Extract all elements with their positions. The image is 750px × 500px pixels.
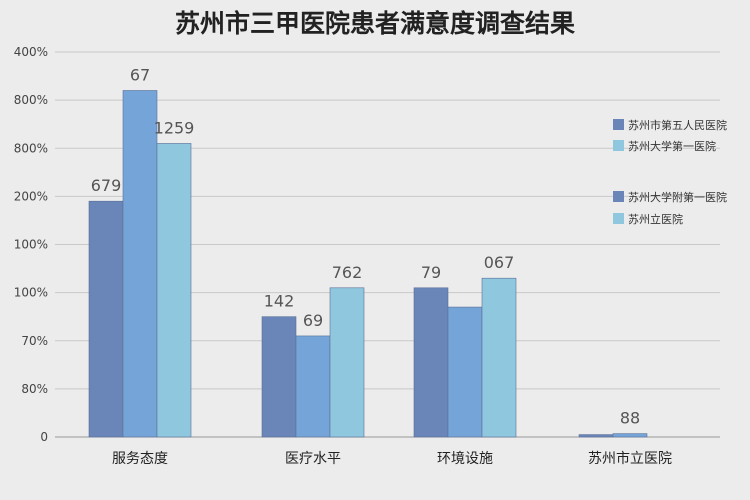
y-tick-label: 800% (14, 141, 48, 155)
y-tick-label: 80% (21, 382, 48, 396)
y-tick-label: 800% (14, 93, 48, 107)
bar (413, 287, 449, 438)
bars (88, 90, 648, 438)
legend-label: 苏州市第五人民医院 (628, 118, 727, 132)
bar (481, 277, 517, 438)
legend-label: 苏州大学附第一医院 (628, 190, 727, 204)
data-label: 1259 (154, 118, 195, 137)
data-label: 88 (620, 409, 640, 428)
legend-swatch (613, 140, 624, 151)
chart-title: 苏州市三甲医院患者满意度调查结果 (175, 9, 575, 38)
bar (578, 434, 614, 438)
data-label: 79 (421, 263, 441, 282)
y-tick-label: 100% (14, 238, 48, 252)
bar (295, 335, 331, 438)
bar (261, 316, 297, 438)
x-axis-categories: 服务态度 医疗水平 环境设施 苏州市立医院 (112, 450, 672, 467)
legend-label: 苏州立医院 (628, 212, 683, 226)
data-label: 69 (303, 311, 323, 330)
data-label: 679 (91, 176, 122, 195)
bar (122, 90, 158, 438)
legend-swatch (613, 213, 624, 224)
bar (447, 306, 483, 438)
legend-swatch (613, 191, 624, 202)
y-tick-label: 100% (14, 286, 48, 300)
bar (612, 433, 648, 438)
x-category-label: 医疗水平 (285, 451, 341, 467)
x-category-label: 苏州市立医院 (588, 450, 672, 467)
data-label: 142 (264, 292, 295, 311)
legend-swatch (613, 119, 624, 130)
y-axis-ticks: 0 80% 70% 100% 100% 200% 800% 800% 400% (14, 45, 48, 444)
y-tick-label: 0 (40, 430, 48, 444)
data-label: 762 (332, 263, 363, 282)
y-tick-label: 70% (21, 334, 48, 348)
x-category-label: 服务态度 (112, 451, 168, 467)
y-tick-label: 200% (14, 189, 48, 203)
data-labels: 679 67 1259 142 69 762 79 067 88 (91, 66, 640, 428)
x-category-label: 环境设施 (437, 451, 493, 467)
legend-label: 苏州大学第一医院 (628, 139, 716, 153)
data-label: 067 (484, 253, 515, 272)
bar (156, 143, 192, 438)
bar (329, 287, 365, 438)
y-tick-label: 400% (14, 45, 48, 59)
bar (88, 200, 124, 438)
data-label: 67 (130, 66, 150, 85)
